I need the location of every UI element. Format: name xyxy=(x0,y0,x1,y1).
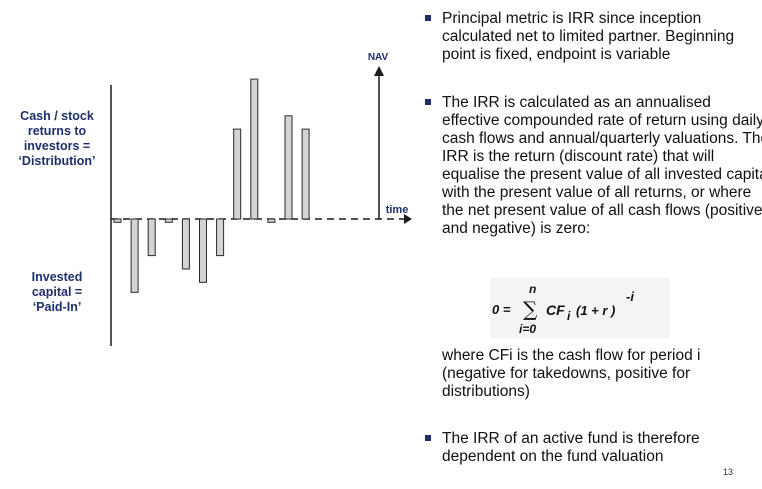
formula-lhs: 0 = xyxy=(492,302,511,317)
cash-flow-diagram-svg: NAV time xyxy=(110,52,412,346)
paid-in-bar xyxy=(199,218,207,283)
distribution-label: Cash / stock returns to investors = ‘Dis… xyxy=(18,109,96,168)
bullet-irr-calculation-text: The IRR is calculated as an annualised e… xyxy=(442,94,762,237)
distribution-bar xyxy=(233,128,242,220)
paid-in-bar xyxy=(216,218,225,257)
cash-flow-bars xyxy=(113,78,310,293)
cashflow-definition-text: where CFi is the cash flow for period i … xyxy=(442,347,701,400)
paid-in-label: Invested capital = ‘Paid-In’ xyxy=(31,270,83,314)
bullet-irr-calculation: The IRR is calculated as an annualised e… xyxy=(424,94,762,238)
paid-in-bar xyxy=(147,218,156,257)
irr-formula: 0 = n ∑ i=0 CF i (1 + r ) -i xyxy=(490,278,670,338)
paid-in-bar xyxy=(181,218,190,270)
formula-lower-limit: i=0 xyxy=(519,322,536,336)
formula-term: CF xyxy=(546,302,565,318)
distribution-bar xyxy=(250,78,259,220)
bullet-square-icon xyxy=(425,15,431,21)
bullet-irr-metric-text: Principal metric is IRR since inception … xyxy=(442,10,735,63)
bullet-irr-metric: Principal metric is IRR since inception … xyxy=(424,10,762,64)
paid-in-bar xyxy=(113,218,122,223)
formula-subscript: i xyxy=(567,309,571,323)
paid-in-bar xyxy=(164,218,173,223)
formula-body: (1 + r ) xyxy=(576,303,615,318)
paid-in-bar xyxy=(130,218,139,293)
irr-formula-svg: 0 = n ∑ i=0 CF i (1 + r ) -i xyxy=(492,282,634,336)
cash-flow-diagram: NAV time Cash / stock returns to investo… xyxy=(18,52,412,346)
bullet-square-icon xyxy=(425,99,431,105)
nav-axis-label: NAV xyxy=(368,52,389,63)
distribution-bar xyxy=(301,128,310,220)
paid-in-bar xyxy=(267,218,276,223)
formula-upper-limit: n xyxy=(529,282,536,296)
bullet-active-fund-text: The IRR of an active fund is therefore d… xyxy=(442,430,700,465)
bullet-active-fund: The IRR of an active fund is therefore d… xyxy=(424,430,762,466)
page-number: 13 xyxy=(722,467,733,477)
nav-axis-arrowhead xyxy=(374,66,384,76)
time-axis-arrowhead xyxy=(404,214,412,224)
time-axis-label: time xyxy=(386,204,409,216)
formula-sigma-icon: ∑ xyxy=(523,297,538,321)
bullet-square-icon xyxy=(425,435,431,441)
distribution-bar xyxy=(284,115,293,220)
formula-exponent: -i xyxy=(626,289,634,304)
